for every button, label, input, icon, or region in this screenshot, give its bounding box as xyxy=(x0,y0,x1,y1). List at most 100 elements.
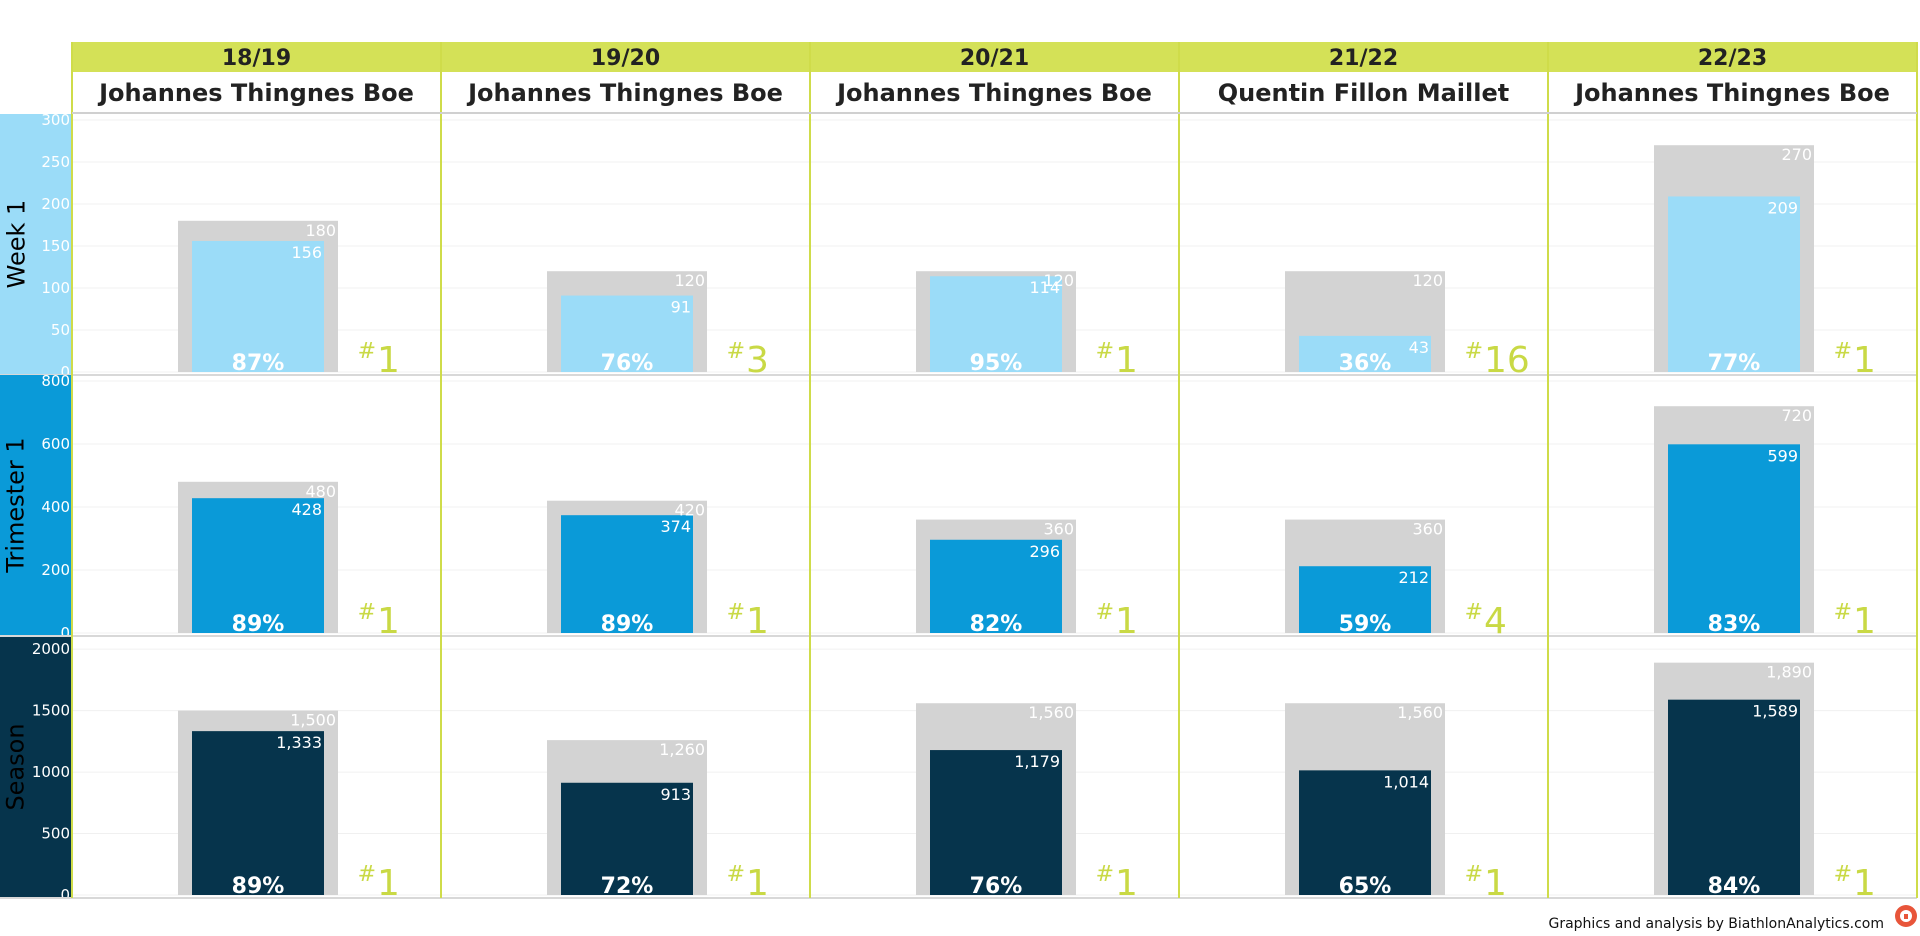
row-label-season-text: Season xyxy=(2,723,31,811)
percent-label: 76% xyxy=(970,874,1023,899)
value-label: 114 xyxy=(1029,278,1060,297)
percent-label: 72% xyxy=(601,874,654,899)
value-label: 599 xyxy=(1767,446,1798,465)
credit-text: Graphics and analysis by BiathlonAnalyti… xyxy=(1548,916,1884,932)
value-label: 1,589 xyxy=(1752,702,1798,721)
season-header-band-1 xyxy=(441,42,810,72)
row-panel-0 xyxy=(0,114,72,375)
percent-label: 77% xyxy=(1708,351,1761,376)
biathlon-analytics-logo-icon xyxy=(1895,905,1917,927)
max-label: 720 xyxy=(1781,406,1812,425)
row-label-season: Season xyxy=(0,637,32,897)
value-bar xyxy=(1668,444,1800,633)
row-label-trimester-1-text: Trimester 1 xyxy=(2,437,31,573)
max-label: 1,890 xyxy=(1766,663,1812,682)
rank-label: 1 xyxy=(377,340,400,381)
value-bar xyxy=(561,295,693,372)
y-tick-label: 0 xyxy=(60,886,70,904)
value-bar xyxy=(1668,196,1800,372)
max-label: 120 xyxy=(1412,271,1443,290)
rank-label: 1 xyxy=(1853,863,1876,904)
rank-hash: # xyxy=(1096,600,1114,625)
y-tick-label: 600 xyxy=(41,435,70,453)
rank-label: 1 xyxy=(1853,601,1876,642)
value-label: 156 xyxy=(291,243,322,262)
max-label: 1,560 xyxy=(1397,703,1443,722)
percent-label: 59% xyxy=(1339,612,1392,637)
value-bar xyxy=(1299,770,1431,895)
row-panel-1 xyxy=(0,375,72,636)
rank-label: 1 xyxy=(1853,340,1876,381)
season-label: 19/20 xyxy=(591,46,660,71)
rank-hash: # xyxy=(1465,862,1483,887)
rank-label: 3 xyxy=(746,340,769,381)
y-tick-label: 250 xyxy=(41,153,70,171)
value-bar xyxy=(930,539,1062,633)
y-tick-label: 2000 xyxy=(32,640,70,658)
percent-label: 76% xyxy=(601,351,654,376)
value-label: 913 xyxy=(660,785,691,804)
value-bar xyxy=(930,750,1062,895)
y-tick-label: 300 xyxy=(41,111,70,129)
max-label: 120 xyxy=(674,271,705,290)
athlete-name: Johannes Thingnes Boe xyxy=(1573,79,1890,107)
percent-label: 95% xyxy=(970,351,1023,376)
percent-label: 84% xyxy=(1708,874,1761,899)
max-label: 360 xyxy=(1412,520,1443,539)
value-bar xyxy=(192,240,324,372)
value-bar xyxy=(561,515,693,633)
value-bar xyxy=(1299,566,1431,633)
y-tick-label: 50 xyxy=(51,321,70,339)
rank-hash: # xyxy=(358,862,376,887)
value-bar xyxy=(561,782,693,895)
rank-label: 4 xyxy=(1484,601,1507,642)
percent-label: 82% xyxy=(970,612,1023,637)
percent-label: 87% xyxy=(232,351,285,376)
y-tick-label: 500 xyxy=(41,825,70,843)
season-header-band-2 xyxy=(810,42,1179,72)
value-label: 1,333 xyxy=(276,733,322,752)
max-label: 420 xyxy=(674,501,705,520)
season-header-band-0 xyxy=(72,42,441,72)
rank-hash: # xyxy=(1834,600,1852,625)
value-label: 43 xyxy=(1409,338,1429,357)
y-tick-label: 150 xyxy=(41,237,70,255)
value-bar xyxy=(192,731,324,895)
max-label: 180 xyxy=(305,221,336,240)
rank-label: 1 xyxy=(377,863,400,904)
value-bar xyxy=(1668,699,1800,895)
value-label: 1,014 xyxy=(1383,772,1429,791)
rank-hash: # xyxy=(1465,600,1483,625)
rank-hash: # xyxy=(727,862,745,887)
max-label: 1,560 xyxy=(1028,703,1074,722)
rank-hash: # xyxy=(1096,862,1114,887)
max-label: 360 xyxy=(1043,520,1074,539)
max-label: 1,500 xyxy=(290,711,336,730)
season-label: 20/21 xyxy=(960,46,1029,71)
max-label: 1,260 xyxy=(659,740,705,759)
max-label: 480 xyxy=(305,482,336,501)
athlete-name: Johannes Thingnes Boe xyxy=(466,79,783,107)
y-tick-label: 0 xyxy=(60,363,70,381)
row-label-week-1-text: Week 1 xyxy=(2,199,30,289)
y-tick-label: 200 xyxy=(41,561,70,579)
value-bar xyxy=(930,276,1062,372)
rank-label: 1 xyxy=(746,601,769,642)
percent-label: 89% xyxy=(232,612,285,637)
rank-hash: # xyxy=(727,600,745,625)
percent-label: 36% xyxy=(1339,351,1392,376)
value-label: 91 xyxy=(671,298,691,317)
row-label-trimester-1: Trimester 1 xyxy=(0,375,32,635)
athlete-name: Johannes Thingnes Boe xyxy=(97,79,414,107)
y-tick-label: 200 xyxy=(41,195,70,213)
rank-hash: # xyxy=(727,339,745,364)
row-label-week-1: Week 1 xyxy=(0,114,32,374)
rank-label: 1 xyxy=(1115,340,1138,381)
y-tick-label: 400 xyxy=(41,498,70,516)
season-label: 18/19 xyxy=(222,46,291,71)
rank-label: 1 xyxy=(1484,863,1507,904)
rank-label: 1 xyxy=(377,601,400,642)
value-label: 212 xyxy=(1398,568,1429,587)
season-header-band-3 xyxy=(1179,42,1548,72)
